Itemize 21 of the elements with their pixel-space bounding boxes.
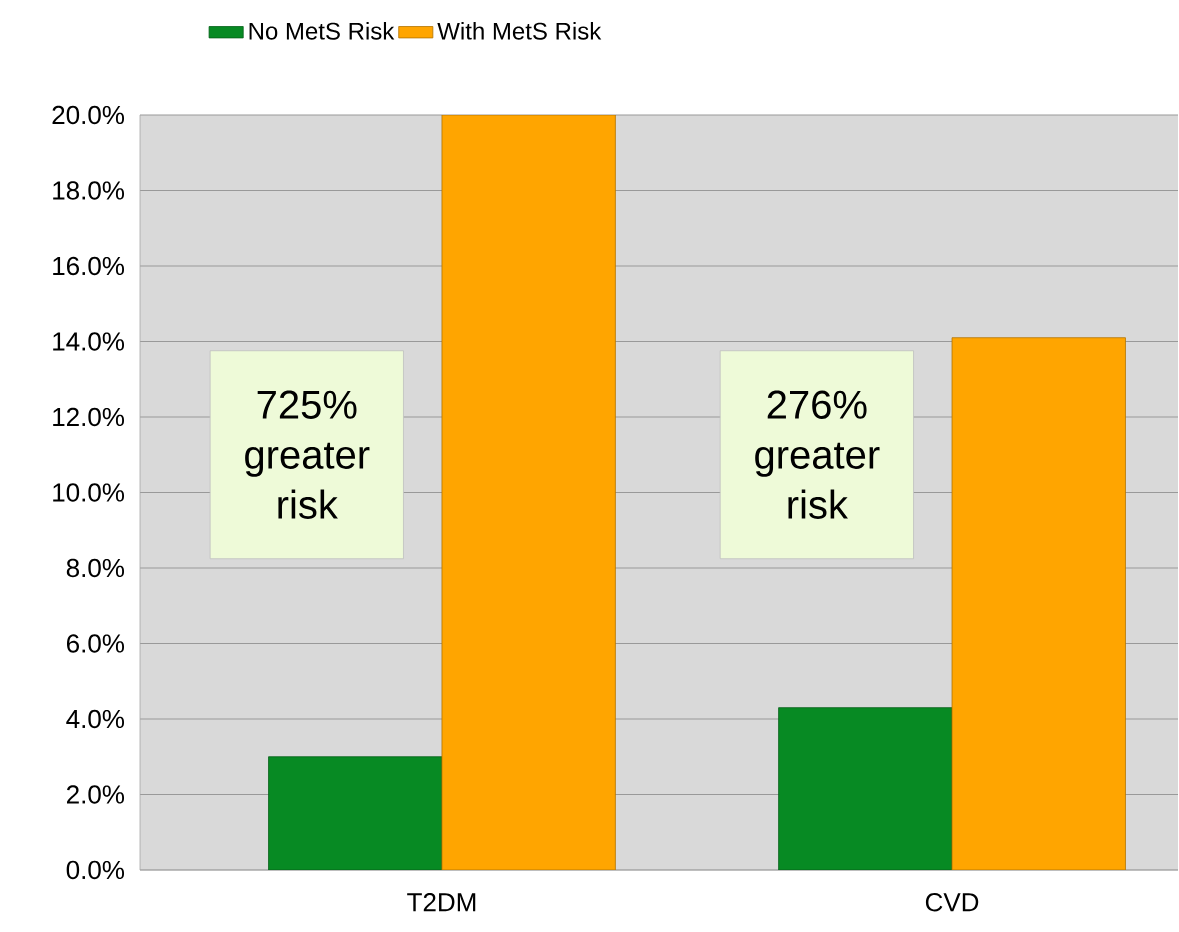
y-tick-label: 6.0% — [67, 634, 125, 653]
y-tick-label: 8.0% — [66, 558, 125, 578]
x-tick-label: CVD — [925, 893, 979, 912]
x-tick-label: T2DM — [407, 893, 476, 912]
legend-label: With MetS Risk — [437, 22, 602, 40]
y-tick-label: 0.0% — [66, 860, 125, 880]
y-tick-label: 4.0% — [66, 709, 125, 729]
annotation: 725% greater risk — [245, 390, 370, 519]
bar — [441, 114, 616, 870]
annotation: 276% greater risk — [755, 390, 880, 519]
y-tick-label: 16.0% — [53, 256, 125, 276]
y-tick-label: 2.0% — [67, 785, 125, 804]
bar — [778, 707, 953, 870]
bar — [951, 337, 1126, 870]
y-tick-label: 12.0% — [53, 407, 125, 427]
y-tick-label: 20.0% — [52, 105, 125, 125]
y-tick-label: 18.0% — [53, 181, 125, 200]
y-tick-label: 10.0% — [53, 483, 125, 502]
y-tick-label: 14.0% — [53, 332, 125, 351]
bar — [268, 756, 443, 870]
legend-label: No MetS Risk — [249, 22, 395, 40]
